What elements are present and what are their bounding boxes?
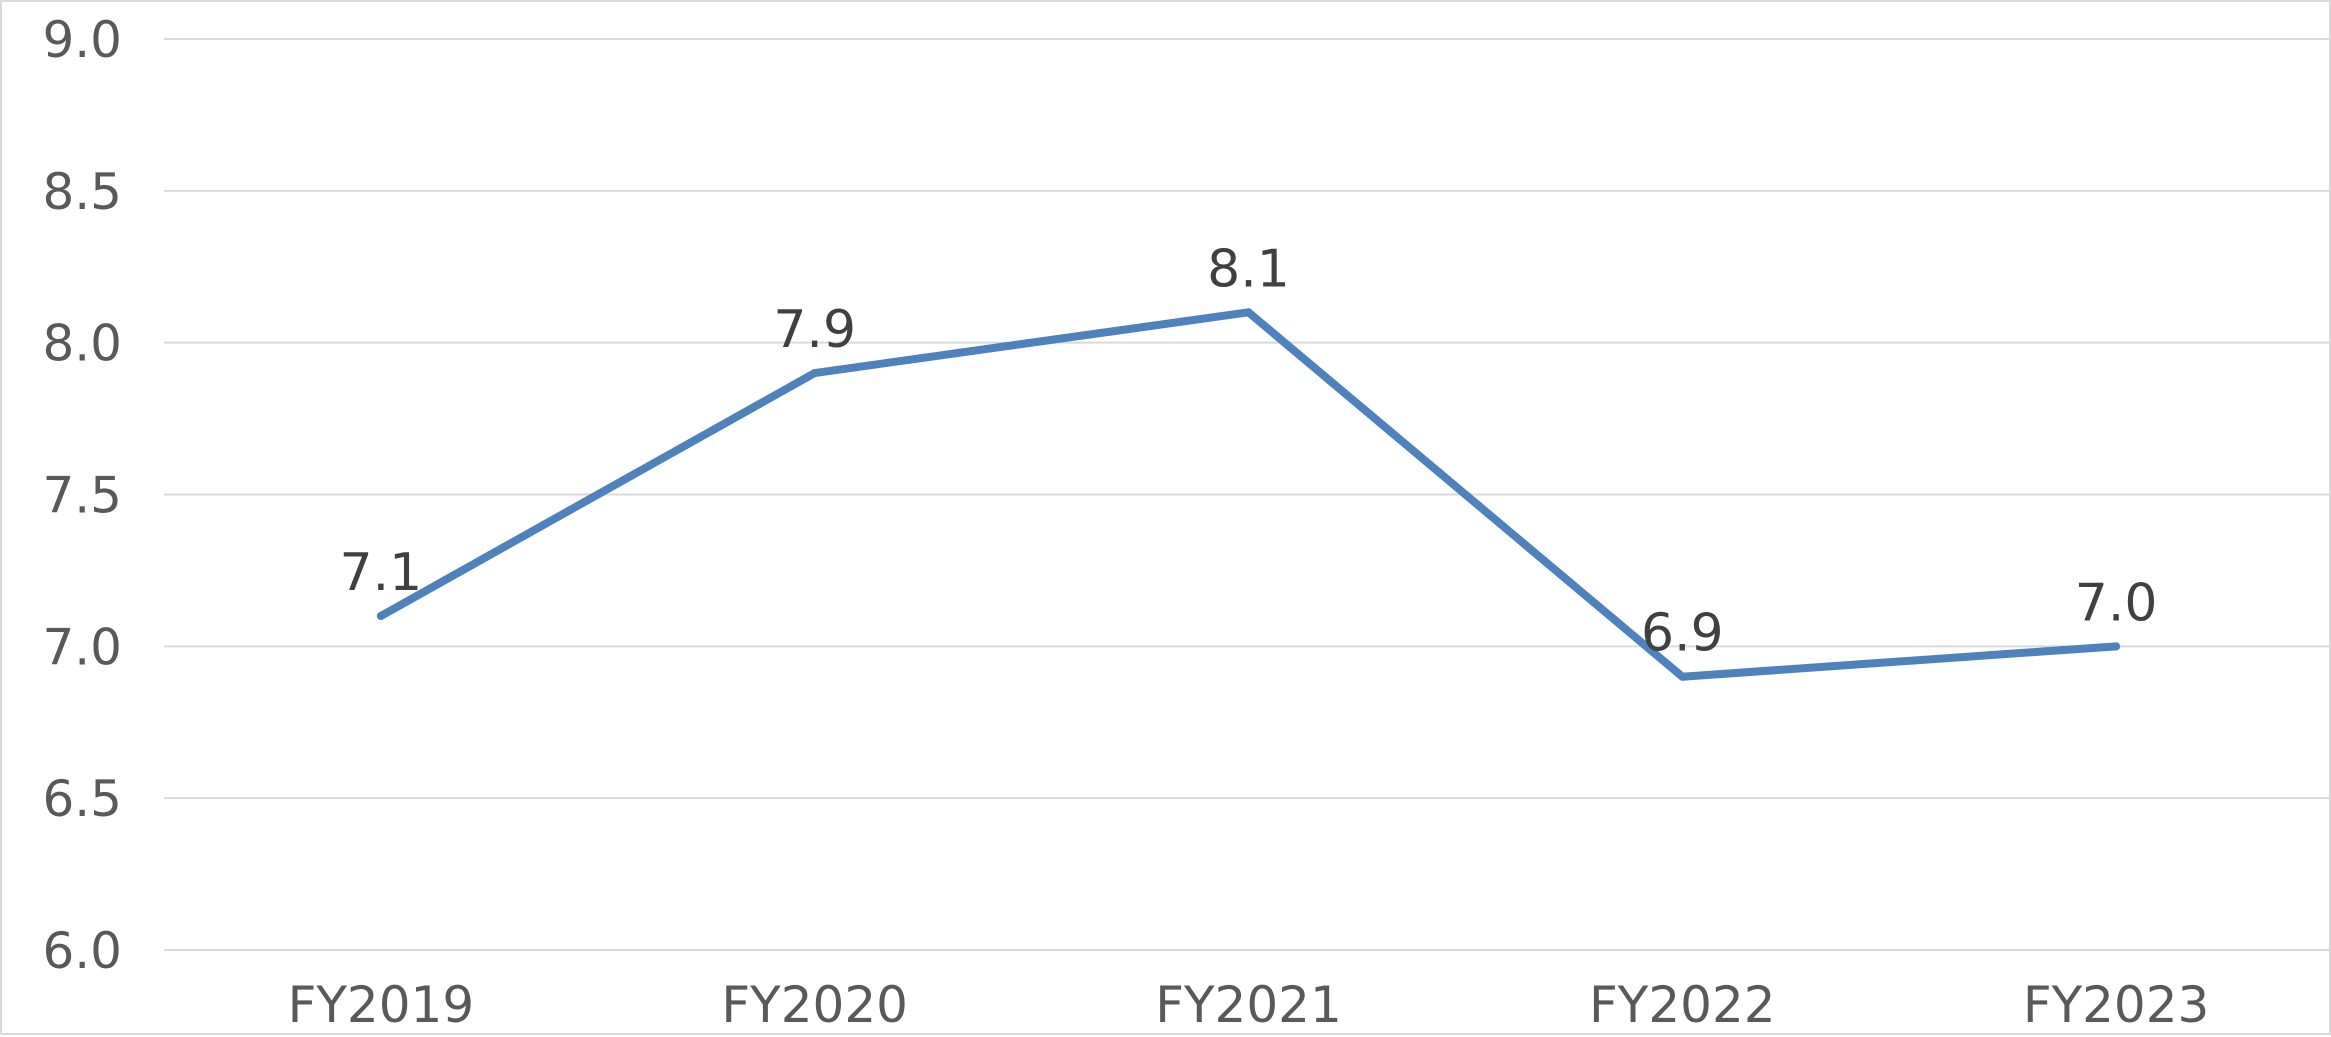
y-tick-label: 6.5 [42, 770, 122, 828]
y-tick-label: 9.0 [42, 11, 122, 69]
data-point [1244, 308, 1253, 317]
y-tick-label: 7.5 [42, 467, 122, 525]
data-point [810, 369, 819, 378]
data-point [376, 611, 385, 620]
data-point [1678, 672, 1687, 681]
x-tick-label: FY2019 [288, 976, 475, 1034]
y-tick-label: 8.5 [42, 163, 122, 221]
gridlines [164, 38, 2331, 951]
y-tick-label: 6.0 [42, 922, 122, 980]
y-tick-label: 8.0 [42, 315, 122, 373]
data-labels: 7.1 7.9 8.1 6.9 7.0 [340, 239, 2158, 663]
data-label: 8.1 [1207, 239, 1290, 299]
x-tick-label: FY2023 [2023, 976, 2210, 1034]
data-label: 7.1 [340, 543, 423, 603]
x-tick-label: FY2021 [1155, 976, 1342, 1034]
data-label: 7.0 [2075, 573, 2158, 633]
data-point [2112, 642, 2121, 651]
x-tick-label: FY2020 [721, 976, 908, 1034]
x-tick-label: FY2022 [1589, 976, 1776, 1034]
y-tick-label: 7.0 [42, 618, 122, 676]
series-layer [376, 308, 2121, 681]
y-axis-tick-labels: 6.0 6.5 7.0 7.5 8.0 8.5 9.0 [42, 11, 122, 980]
data-label: 6.9 [1641, 604, 1724, 664]
data-label: 7.9 [773, 300, 856, 360]
x-axis-tick-labels: FY2019 FY2020 FY2021 FY2022 FY2023 [288, 976, 2210, 1034]
